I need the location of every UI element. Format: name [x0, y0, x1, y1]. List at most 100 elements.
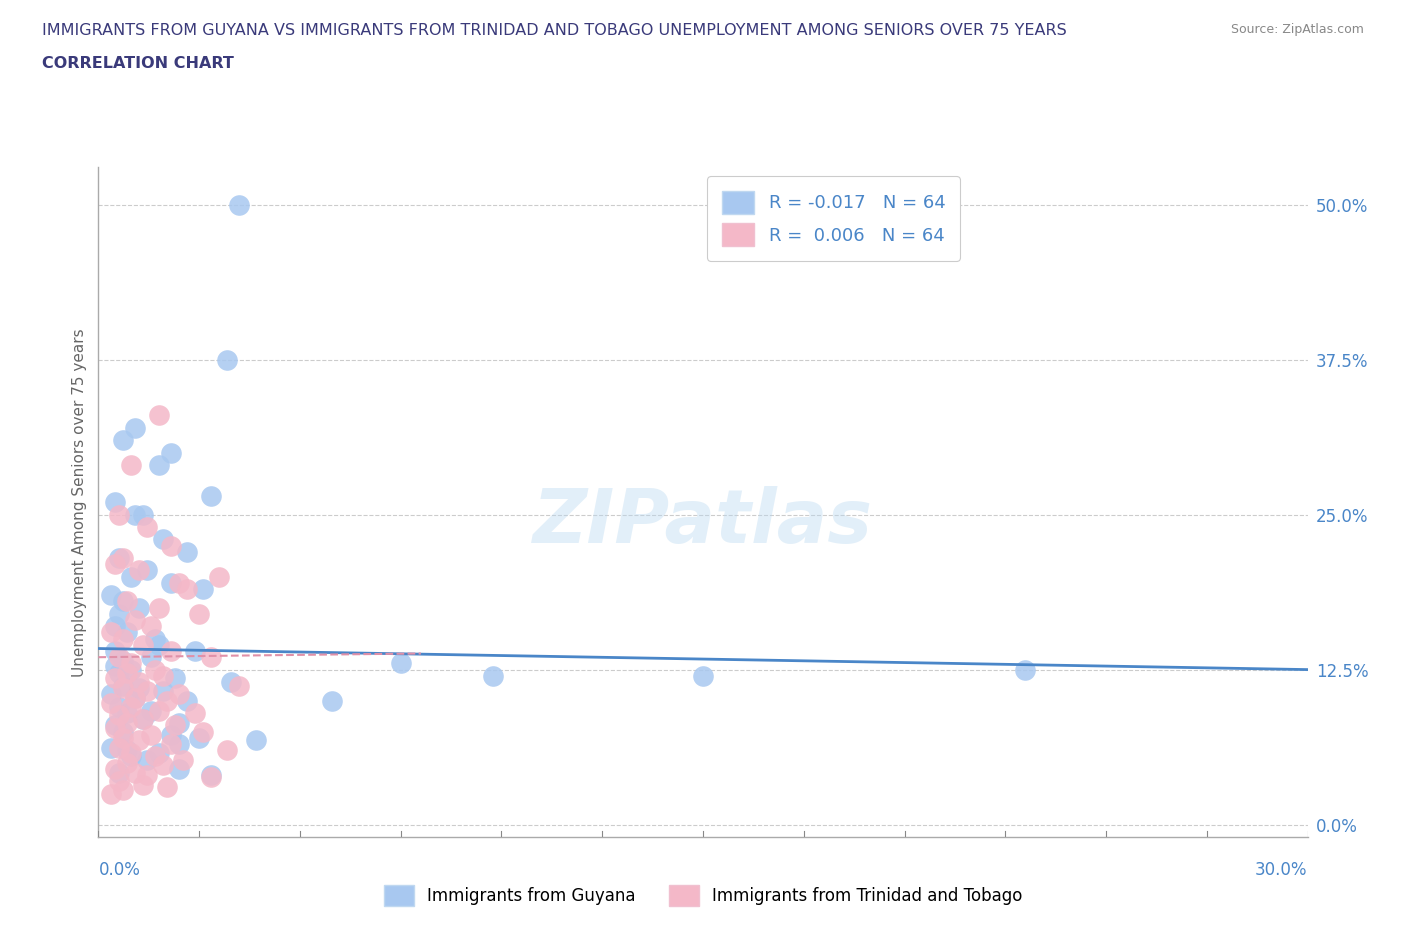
Point — [160, 576, 183, 591]
Text: ZIPatlas: ZIPatlas — [533, 485, 873, 559]
Text: 30.0%: 30.0% — [1256, 860, 1308, 879]
Point — [176, 693, 198, 708]
Point — [321, 693, 343, 708]
Point — [152, 532, 174, 547]
Point — [148, 637, 170, 652]
Point — [120, 749, 142, 764]
Point — [111, 782, 134, 797]
Point — [115, 706, 138, 721]
Point — [111, 432, 134, 447]
Point — [172, 752, 194, 767]
Point — [107, 650, 129, 665]
Point — [103, 658, 125, 673]
Point — [152, 758, 174, 773]
Point — [167, 687, 190, 702]
Point — [152, 669, 174, 684]
Point — [107, 708, 129, 723]
Point — [135, 520, 157, 535]
Point — [100, 625, 122, 640]
Point — [135, 684, 157, 698]
Point — [176, 544, 198, 559]
Y-axis label: Unemployment Among Seniors over 75 years: Unemployment Among Seniors over 75 years — [72, 328, 87, 676]
Point — [132, 777, 155, 792]
Point — [163, 671, 186, 685]
Text: 0.0%: 0.0% — [98, 860, 141, 879]
Point — [103, 762, 125, 777]
Point — [167, 715, 190, 730]
Point — [115, 743, 138, 758]
Text: CORRELATION CHART: CORRELATION CHART — [42, 56, 233, 71]
Point — [139, 728, 162, 743]
Point — [124, 691, 146, 706]
Point — [103, 721, 125, 736]
Point — [193, 724, 215, 739]
Point — [148, 458, 170, 472]
Point — [692, 669, 714, 684]
Point — [200, 770, 222, 785]
Point — [167, 576, 190, 591]
Point — [193, 581, 215, 596]
Text: IMMIGRANTS FROM GUYANA VS IMMIGRANTS FROM TRINIDAD AND TOBAGO UNEMPLOYMENT AMONG: IMMIGRANTS FROM GUYANA VS IMMIGRANTS FRO… — [42, 23, 1067, 38]
Point — [107, 666, 129, 681]
Point — [139, 618, 162, 633]
Point — [100, 786, 122, 801]
Point — [160, 728, 183, 743]
Point — [184, 644, 207, 658]
Point — [107, 740, 129, 755]
Point — [208, 569, 231, 584]
Point — [100, 740, 122, 755]
Point — [148, 745, 170, 760]
Point — [128, 681, 150, 696]
Point — [120, 745, 142, 760]
Point — [148, 703, 170, 718]
Point — [163, 718, 186, 733]
Point — [143, 749, 166, 764]
Point — [135, 752, 157, 767]
Point — [100, 588, 122, 603]
Point — [107, 606, 129, 621]
Point — [103, 718, 125, 733]
Point — [167, 737, 190, 751]
Point — [228, 678, 250, 693]
Point — [188, 730, 211, 745]
Point — [148, 600, 170, 615]
Point — [103, 495, 125, 510]
Point — [115, 625, 138, 640]
Point — [103, 618, 125, 633]
Point — [124, 613, 146, 628]
Legend: Immigrants from Guyana, Immigrants from Trinidad and Tobago: Immigrants from Guyana, Immigrants from … — [377, 879, 1029, 912]
Point — [103, 557, 125, 572]
Point — [160, 737, 183, 751]
Point — [111, 678, 134, 693]
Point — [111, 654, 134, 669]
Point — [482, 669, 505, 684]
Point — [152, 684, 174, 698]
Point — [132, 637, 155, 652]
Point — [188, 606, 211, 621]
Point — [120, 656, 142, 671]
Point — [107, 765, 129, 780]
Point — [135, 563, 157, 578]
Point — [120, 699, 142, 714]
Point — [132, 711, 155, 726]
Point — [107, 507, 129, 522]
Point — [132, 711, 155, 726]
Point — [135, 767, 157, 782]
Point — [111, 730, 134, 745]
Point — [132, 507, 155, 522]
Point — [200, 767, 222, 782]
Point — [143, 662, 166, 677]
Point — [143, 631, 166, 646]
Point — [107, 699, 129, 714]
Point — [100, 696, 122, 711]
Point — [103, 644, 125, 658]
Point — [111, 681, 134, 696]
Point — [128, 674, 150, 689]
Point — [128, 733, 150, 748]
Point — [111, 631, 134, 646]
Point — [103, 671, 125, 685]
Point — [156, 780, 179, 795]
Legend: R = -0.017   N = 64, R =  0.006   N = 64: R = -0.017 N = 64, R = 0.006 N = 64 — [707, 177, 960, 260]
Point — [124, 691, 146, 706]
Point — [111, 724, 134, 739]
